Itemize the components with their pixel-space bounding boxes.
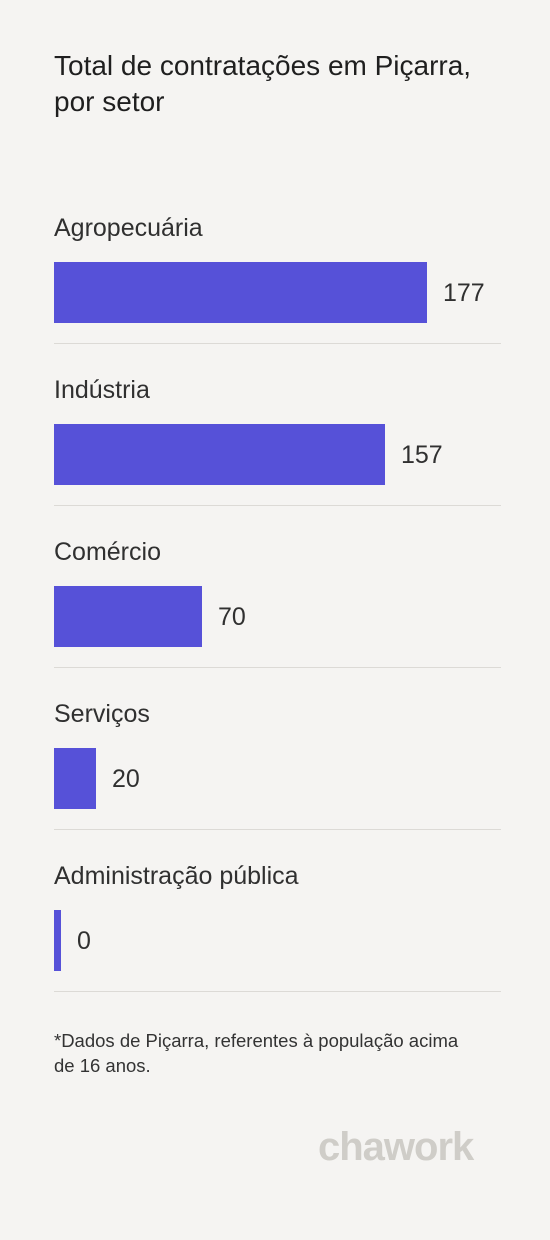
chart-title: Total de contratações em Piçarra, por se… bbox=[54, 50, 472, 117]
value-label: 20 bbox=[112, 765, 140, 793]
row-divider bbox=[54, 991, 501, 992]
row-divider bbox=[54, 667, 501, 668]
logo-wordmark: chawork bbox=[318, 1125, 475, 1169]
category-label: Administração pública bbox=[54, 862, 299, 890]
footnote: *Dados de Piçarra, referentes à populaçã… bbox=[54, 1030, 459, 1076]
category-label: Indústria bbox=[54, 376, 150, 404]
row-divider bbox=[54, 829, 501, 830]
bar bbox=[54, 262, 427, 323]
chawork-logo: chawork bbox=[318, 1120, 502, 1176]
value-label: 70 bbox=[218, 603, 246, 631]
value-label: 177 bbox=[443, 279, 485, 307]
bar bbox=[54, 910, 61, 971]
category-label: Comércio bbox=[54, 538, 161, 566]
row-divider bbox=[54, 505, 501, 506]
value-label: 0 bbox=[77, 927, 91, 955]
category-label: Serviços bbox=[54, 700, 150, 728]
bar-row: Administração pública 0 bbox=[54, 848, 501, 1010]
bar-row: Agropecuária 177 bbox=[54, 200, 501, 362]
bar bbox=[54, 586, 202, 647]
row-divider bbox=[54, 343, 501, 344]
category-label: Agropecuária bbox=[54, 214, 203, 242]
bar-row: Comércio 70 bbox=[54, 524, 501, 686]
bar-row: Indústria 157 bbox=[54, 362, 501, 524]
bar-chart: Agropecuária 177 Indústria 157 Comércio 70 Ser… bbox=[54, 200, 501, 1010]
bar bbox=[54, 748, 96, 809]
chawork-logo-mark: chawork bbox=[318, 1125, 476, 1169]
bar bbox=[54, 424, 385, 485]
value-label: 157 bbox=[401, 441, 443, 469]
bar-row: Serviços 20 bbox=[54, 686, 501, 848]
